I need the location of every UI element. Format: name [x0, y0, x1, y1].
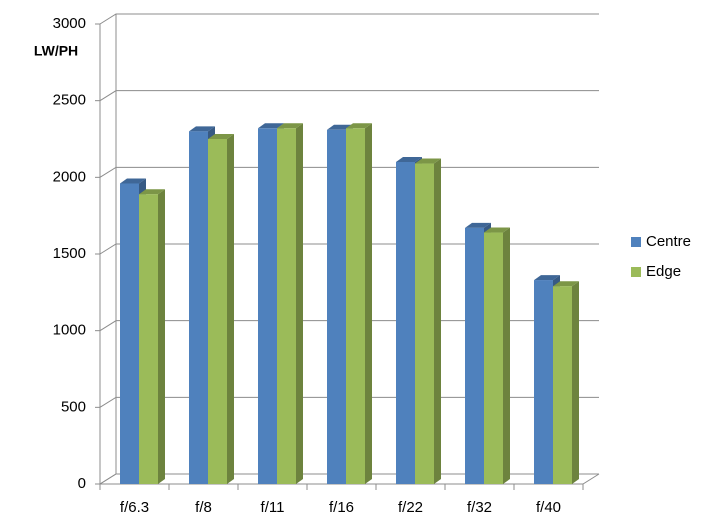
bar-front — [465, 227, 484, 484]
legend-label: Centre — [646, 233, 691, 250]
bar-side — [503, 227, 510, 485]
legend-swatch — [631, 237, 641, 247]
bar — [415, 158, 441, 485]
legend-swatch — [631, 267, 641, 277]
bar-front — [396, 162, 415, 484]
bar-front — [258, 128, 277, 484]
x-tick-label: f/22 — [398, 499, 423, 516]
grid-line — [99, 90, 599, 102]
bar — [277, 123, 303, 485]
bar-side — [572, 281, 579, 484]
bar-front — [534, 280, 553, 484]
bar-front — [553, 286, 572, 484]
bar-front — [139, 194, 158, 484]
bar-side — [158, 189, 165, 484]
bar-top — [415, 158, 441, 164]
bar-top — [189, 126, 215, 132]
grid-line — [99, 13, 599, 25]
x-tick-label: f/16 — [329, 499, 354, 516]
bar — [208, 134, 234, 484]
bar — [139, 189, 165, 484]
bar-top — [465, 222, 491, 228]
y-tick-label: 0 — [78, 475, 86, 492]
bar-front — [415, 163, 434, 485]
bar-front — [346, 128, 365, 484]
bar-top — [120, 178, 146, 184]
y-tick-label: 3000 — [53, 15, 86, 32]
bar — [484, 227, 510, 485]
x-tick-label: f/40 — [536, 499, 561, 516]
bar-front — [484, 232, 503, 484]
bar-top — [534, 275, 560, 281]
bar-top — [208, 134, 234, 139]
y-axis-label: LW/PH — [34, 43, 78, 59]
bar-top — [258, 123, 284, 129]
bar-front — [120, 183, 139, 484]
bar-top — [396, 157, 422, 162]
bar-front — [208, 139, 227, 484]
bar — [346, 123, 372, 485]
x-tick-label: f/8 — [195, 499, 212, 516]
y-tick-label: 2000 — [53, 168, 86, 185]
bar-front — [189, 131, 208, 485]
bar-top — [139, 189, 165, 195]
bar-top — [484, 227, 510, 233]
bar-side — [434, 158, 441, 485]
y-tick-label: 1000 — [53, 322, 86, 339]
bar-front — [327, 129, 346, 485]
bar-side — [365, 123, 372, 485]
bar-top — [346, 123, 372, 129]
bar-top — [553, 281, 579, 287]
legend-label: Edge — [646, 263, 681, 280]
bar-side — [227, 134, 234, 484]
bar-front — [277, 128, 296, 484]
x-tick-label: f/11 — [261, 499, 285, 516]
bar-top — [277, 123, 303, 129]
x-tick-label: f/32 — [467, 499, 492, 516]
bar — [553, 281, 579, 484]
y-tick-label: 1500 — [53, 245, 86, 262]
bar-side — [296, 123, 303, 485]
y-tick-label: 2500 — [53, 92, 86, 109]
x-tick-label: f/6.3 — [120, 499, 149, 516]
y-tick-label: 500 — [61, 398, 86, 415]
